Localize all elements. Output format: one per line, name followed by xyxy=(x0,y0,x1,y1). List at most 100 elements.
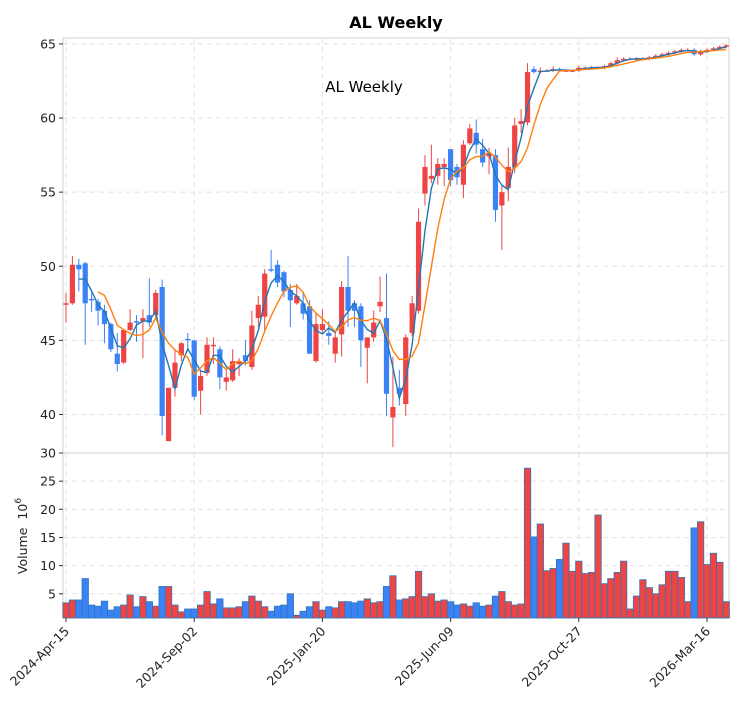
candle-up xyxy=(415,221,422,311)
candle-down xyxy=(185,338,191,341)
volume-bar xyxy=(68,599,77,619)
volume-bar xyxy=(184,608,192,619)
candle-up xyxy=(723,45,729,47)
candle-up xyxy=(255,304,261,319)
volume-bar xyxy=(722,601,730,619)
candles xyxy=(63,43,729,448)
candle-up xyxy=(710,48,717,50)
volume-bar xyxy=(139,596,147,619)
volume-bar xyxy=(664,570,673,619)
candle-down xyxy=(133,321,140,323)
x-tick-label: 2025-Jun-09 xyxy=(392,623,457,688)
candle-down xyxy=(76,264,82,270)
candle-up xyxy=(198,375,204,391)
price-tick-label: 50 xyxy=(40,259,56,274)
candle-up xyxy=(524,72,531,123)
candle-down xyxy=(448,149,454,181)
candle-down xyxy=(345,287,351,311)
volume-bar xyxy=(434,600,442,619)
volume-bar xyxy=(357,600,365,619)
volume-bar xyxy=(562,542,570,619)
volume-bar xyxy=(530,536,538,619)
candle-up xyxy=(127,322,133,330)
volume-bar xyxy=(267,610,275,619)
candle-up xyxy=(230,361,236,381)
volume-bar xyxy=(344,601,352,619)
volume-bar xyxy=(248,595,256,619)
volume-bar xyxy=(338,601,346,619)
candle-down xyxy=(146,315,152,323)
volume-bar xyxy=(158,586,166,619)
x-tick-label: 2024-Sep-02 xyxy=(133,624,200,691)
volume-bar xyxy=(421,596,429,619)
candle-up xyxy=(69,264,76,304)
candle-up xyxy=(63,303,69,305)
x-axis: 2024-Apr-15 2024-Sep-02 2025-Jan-20 2025-Ju… xyxy=(7,618,713,691)
candle-up xyxy=(332,337,338,354)
volume-bar xyxy=(709,552,718,619)
candle-down xyxy=(108,324,114,350)
candle-up xyxy=(390,407,396,418)
x-tick-label: 2026-Mar-16 xyxy=(646,623,713,690)
volume-bar xyxy=(684,601,692,619)
volume-bar xyxy=(536,523,544,619)
volume-bar xyxy=(652,593,660,619)
candle-up xyxy=(294,295,300,304)
candle-up xyxy=(672,51,678,53)
candle-up xyxy=(339,287,345,335)
volume-bar xyxy=(632,595,641,619)
x-tick-label: 2024-Apr-15 xyxy=(7,624,72,689)
volume-bar xyxy=(273,605,282,619)
candle-up xyxy=(403,337,409,405)
volume-bar xyxy=(613,571,621,619)
candle-up xyxy=(460,144,467,185)
candle-down xyxy=(300,303,306,314)
volume-bar xyxy=(639,579,647,619)
volume-bar xyxy=(472,602,480,619)
candle-up xyxy=(428,175,434,179)
candle-up xyxy=(178,343,184,356)
volume-bar xyxy=(549,568,557,619)
candle-up xyxy=(678,49,684,52)
volume-bar xyxy=(402,598,410,619)
candle-up xyxy=(608,63,614,67)
volume-bar xyxy=(261,606,269,619)
volume-bar xyxy=(511,604,519,619)
volume-bar xyxy=(113,606,121,619)
volume-bar xyxy=(312,601,320,619)
inner-title: AL Weekly xyxy=(325,78,403,96)
volume-bar xyxy=(594,514,602,619)
candle-up xyxy=(236,361,242,365)
moving-average-3-line xyxy=(78,46,727,401)
candle-down xyxy=(396,387,402,394)
candle-up xyxy=(422,166,428,194)
volume-bar xyxy=(382,586,391,619)
volume-bar xyxy=(209,603,218,619)
volume-label-text: Volume xyxy=(15,527,30,574)
volume-bar xyxy=(145,601,153,619)
volume-bar xyxy=(100,600,109,619)
volume-bar xyxy=(94,605,102,619)
volume-bar xyxy=(620,560,628,619)
volume-bar xyxy=(81,578,89,619)
x-tick-label: 2025-Oct-27 xyxy=(519,624,585,690)
price-tick-label: 60 xyxy=(40,111,56,126)
volume-bar xyxy=(254,600,262,619)
candle-up xyxy=(518,121,524,124)
volume-tick-label: 20 xyxy=(40,502,56,517)
volume-bar xyxy=(216,598,224,619)
volume-scale-exponent: 6 xyxy=(14,498,24,504)
volume-bar xyxy=(466,605,474,619)
candle-up xyxy=(319,324,325,330)
volume-bar xyxy=(485,604,493,619)
volume-bar xyxy=(607,578,615,619)
volume-bar xyxy=(293,614,301,619)
price-tick-label: 65 xyxy=(40,36,56,51)
candle-up xyxy=(621,58,627,61)
price-tick-label: 45 xyxy=(40,333,56,348)
volume-bar xyxy=(177,611,185,619)
price-gridlines xyxy=(63,38,729,453)
volume-bar xyxy=(88,604,96,619)
price-tick-label: 40 xyxy=(40,407,56,422)
volume-bar xyxy=(498,591,506,619)
